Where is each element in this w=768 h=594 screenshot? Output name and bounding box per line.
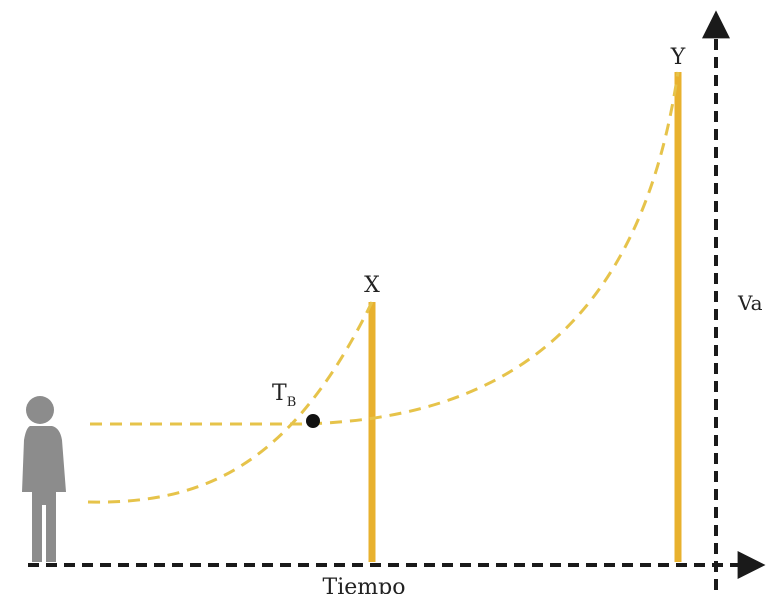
label-x: X [364,273,380,298]
label-tb-main: T [272,381,287,406]
person-icon [22,396,66,562]
label-y: Y [670,45,686,70]
curve-to-x [87,301,374,504]
label-x-axis: Tiempo [323,575,406,594]
label-tb-sub: B [287,395,297,410]
label-tb: TB [272,381,296,410]
curve-to-y [90,71,680,426]
tb-point [306,414,320,428]
label-y-axis: Va [737,291,763,315]
